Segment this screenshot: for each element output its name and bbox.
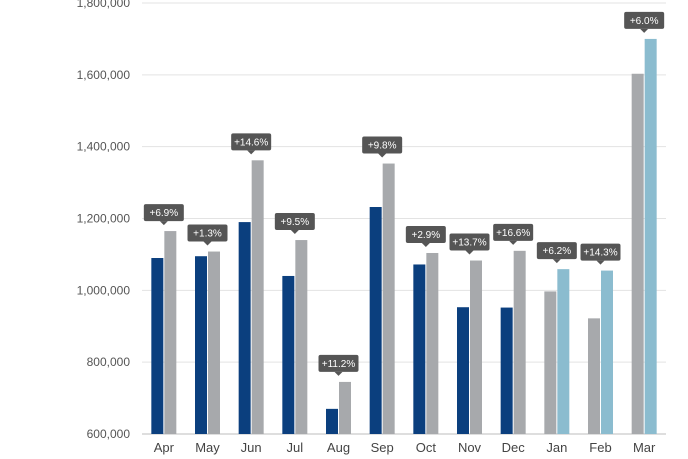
annotation-badge [187, 224, 228, 242]
data-label: +14.6% [234, 137, 268, 148]
bar [238, 222, 251, 434]
y-tick-label: 800,000 [87, 355, 131, 369]
annotation-badge [405, 225, 446, 243]
bar [195, 256, 207, 434]
bar [151, 258, 164, 434]
x-tick-label: Dec [502, 440, 526, 455]
bar [457, 307, 469, 434]
annotation-badge [318, 354, 359, 372]
x-tick-label: Jan [546, 440, 567, 455]
x-tick-label: Feb [589, 440, 611, 455]
annotation-badge [231, 133, 272, 151]
data-label: +16.6% [496, 228, 530, 239]
bar [631, 73, 644, 435]
annotation-badge [362, 136, 403, 154]
data-label: +14.3% [583, 248, 617, 259]
annotation-badge [536, 242, 577, 260]
annotation-pointer [421, 242, 430, 247]
data-label: +6.0% [630, 16, 659, 27]
annotation-badge [449, 233, 490, 251]
x-tick-label: Sep [371, 440, 394, 455]
annotation-pointer [203, 241, 212, 246]
bar [557, 269, 570, 434]
bar [544, 291, 557, 434]
x-tick-label: Nov [458, 440, 482, 455]
x-tick-label: Aug [327, 440, 350, 455]
annotation-pointer [465, 250, 474, 255]
data-label: +11.2% [322, 359, 356, 370]
annotation-pointer [159, 221, 168, 226]
bar [513, 250, 526, 434]
data-label: +13.7% [452, 238, 486, 249]
annotation-pointer [509, 240, 518, 245]
y-tick-label: 1,400,000 [77, 140, 131, 154]
bar [470, 260, 482, 434]
annotation-badge [143, 204, 184, 222]
annotation-pointer [247, 150, 256, 155]
bar [382, 163, 395, 435]
x-tick-label: Jun [241, 440, 262, 455]
annotation-pointer [640, 28, 649, 33]
y-tick-label: 1,000,000 [77, 283, 131, 297]
annotation-badge [580, 243, 621, 261]
x-tick-label: Jul [287, 440, 304, 455]
annotation-pointer [290, 230, 299, 235]
bar [164, 231, 177, 434]
data-label: +6.9% [150, 208, 179, 219]
bar [208, 251, 220, 434]
bar [644, 38, 657, 435]
x-tick-label: Apr [154, 440, 175, 455]
data-label: +1.3% [193, 229, 222, 240]
bar [369, 207, 382, 434]
annotation-badge [274, 213, 315, 231]
bar [601, 270, 613, 434]
bar [282, 275, 295, 434]
data-label: +2.9% [412, 230, 441, 241]
data-label: +9.8% [368, 141, 397, 152]
bar [588, 318, 600, 434]
x-tick-label: Oct [416, 440, 437, 455]
bar [295, 240, 308, 434]
x-tick-label: May [195, 440, 220, 455]
bar [413, 264, 426, 434]
annotation-pointer [596, 260, 605, 265]
y-tick-label: 1,200,000 [77, 212, 131, 226]
data-label: +9.5% [281, 217, 310, 228]
y-tick-label: 1,800,000 [77, 0, 131, 10]
annotation-pointer [552, 259, 561, 264]
bar [326, 408, 338, 434]
bar [339, 381, 351, 434]
x-tick-label: Mar [633, 440, 656, 455]
y-tick-label: 600,000 [87, 427, 131, 441]
annotation-badge [493, 223, 534, 241]
y-tick-label: 1,600,000 [77, 68, 131, 82]
bar [426, 252, 439, 434]
annotation-badge [624, 11, 665, 29]
annotation-pointer [378, 153, 387, 158]
data-label: +6.2% [543, 246, 572, 257]
annotation-pointer [334, 371, 343, 376]
bar [500, 307, 513, 434]
bar [251, 160, 264, 434]
